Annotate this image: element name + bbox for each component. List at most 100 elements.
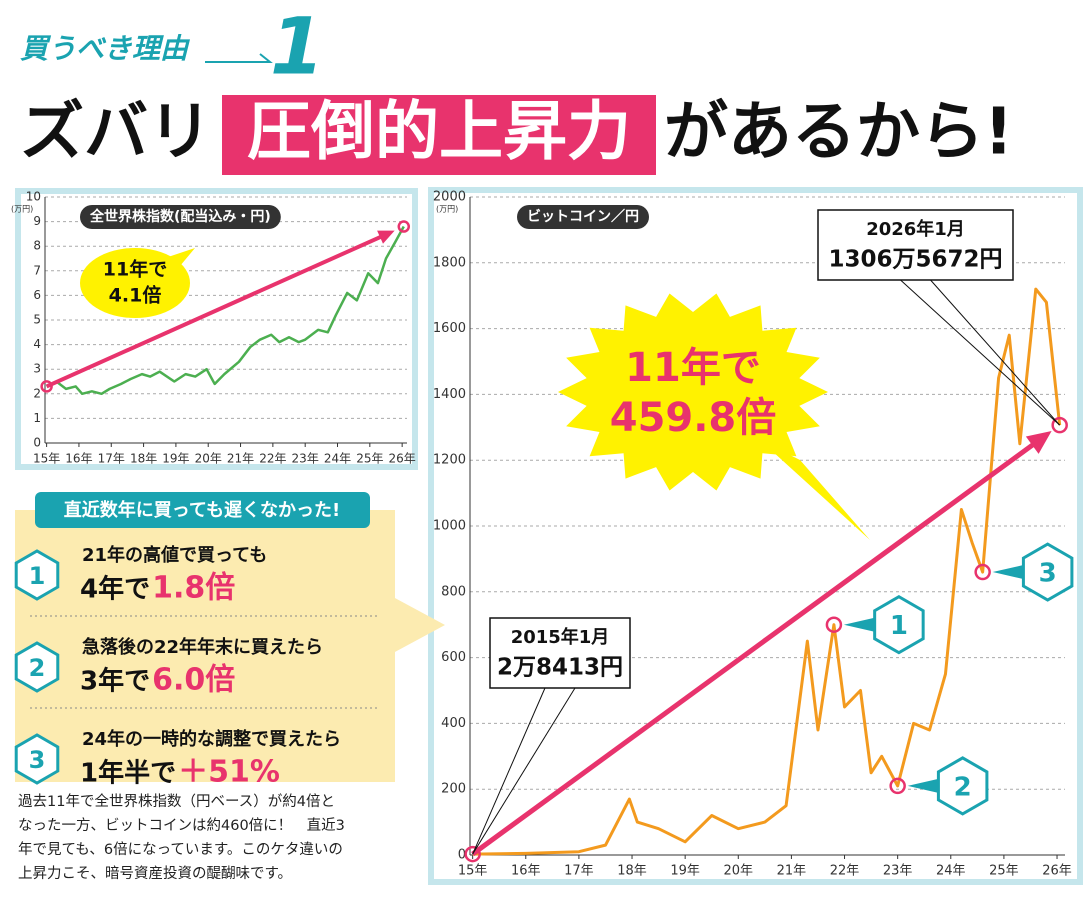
point-marker [40, 380, 53, 393]
label-text: 2026年1月 [866, 218, 965, 240]
x-tick-label: 17年 [98, 452, 125, 466]
y-tick-label: 1600 [433, 321, 466, 336]
point-marker [1051, 416, 1068, 434]
marker-pointer [843, 616, 879, 633]
y-tick-label: 6 [33, 288, 41, 302]
x-tick-label: 22年 [259, 452, 286, 466]
y-tick-label: 8 [33, 239, 41, 253]
y-tick-label: 1 [33, 411, 41, 425]
item-result-prefix: 1年半で [80, 758, 176, 789]
item-text: 21年の高値で買っても [82, 544, 267, 566]
y-tick-label: 800 [441, 584, 466, 599]
data-line [46, 225, 405, 396]
label-text: 2万8413円 [497, 655, 623, 681]
title-start: ズバリ [20, 96, 212, 170]
caption-line: 過去11年で全世界株指数（円ベース）が約4倍と [18, 792, 335, 810]
item-number: 2 [29, 654, 46, 682]
x-tick-label: 15年 [458, 864, 488, 879]
chart-title: ビットコイン／円 [527, 209, 639, 225]
y-tick-label: 200 [441, 782, 466, 797]
x-tick-label: 25年 [989, 864, 1019, 879]
title-highlight-bg [222, 95, 656, 175]
x-tick-label: 18年 [617, 864, 647, 879]
x-tick-label: 20年 [724, 864, 754, 879]
marker-hex [1021, 542, 1074, 602]
item-number: 3 [29, 746, 46, 774]
y-tick-label: 3 [33, 362, 41, 376]
marker-pointer [907, 777, 943, 794]
y-tick-label: 0 [33, 436, 41, 450]
title-highlight: 圧倒的上昇力 [247, 96, 631, 170]
y-tick-label: 600 [441, 650, 466, 665]
y-tick-label: 10 [26, 190, 41, 204]
item-text: 24年の一時的な調整で買えたら [82, 728, 341, 750]
chart-title-bg [80, 205, 281, 229]
callout-burst [558, 293, 828, 491]
point-marker [397, 220, 411, 233]
marker-hex [873, 594, 925, 655]
y-tick-label: 400 [441, 716, 466, 731]
x-tick-label: 19年 [162, 452, 189, 466]
chart-title: 全世界株指数(配当込み・円) [89, 208, 271, 225]
marker-circle [974, 563, 991, 581]
callout-text: 459.8倍 [610, 395, 777, 441]
x-tick-label: 21年 [227, 452, 254, 466]
x-tick-label: 26年 [389, 452, 416, 466]
marker-circle [889, 777, 906, 795]
marker-number: 1 [890, 611, 908, 641]
panel-bg [15, 510, 395, 782]
trend-arrow-head [377, 230, 395, 244]
label-box [817, 209, 1014, 281]
y-tick-label: 1800 [433, 255, 466, 270]
y-tick-label: 2 [33, 386, 41, 400]
data-line [472, 287, 1062, 856]
panel-pointer [380, 590, 445, 660]
item-result: 6.0倍 [152, 663, 235, 698]
marker-pointer [992, 564, 1028, 581]
marker-number: 2 [954, 772, 972, 802]
chart-title-bg [517, 205, 649, 229]
x-tick-label: 24年 [936, 864, 966, 879]
x-tick-label: 23年 [883, 864, 913, 879]
x-tick-label: 24年 [324, 452, 351, 466]
header-label: 買うべき理由 [20, 32, 190, 65]
callout-text: 11年で [625, 345, 761, 391]
callout-tail [165, 248, 195, 272]
label-text: 2015年1月 [511, 626, 610, 648]
item-result: 1.8倍 [152, 571, 235, 606]
y-tick-label: 2000 [433, 190, 466, 205]
trend-arrow [45, 234, 384, 389]
x-tick-label: 26年 [1042, 864, 1072, 879]
y-tick-label: 1200 [433, 453, 466, 468]
y-tick-label: 4 [33, 337, 41, 351]
label-leader [900, 279, 1061, 426]
x-tick-label: 22年 [830, 864, 860, 879]
x-tick-label: 16年 [65, 452, 92, 466]
item-text: 急落後の22年年末に買えたら [82, 636, 323, 658]
item-hex [14, 733, 60, 785]
marker-number: 3 [1039, 559, 1057, 589]
panel-heading: 直近数年に買っても遅くなかった! [64, 499, 340, 521]
x-tick-label: 23年 [292, 452, 319, 466]
panel-items: 1 21年の高値で買っても 4年で 1.8倍 2 急落後の22年年末に買えたら 3年で 6.0… [14, 544, 380, 790]
caption-line: 上昇力こそ、暗号資産投資の醍醐味です。 [18, 865, 292, 882]
x-tick-label: 18年 [130, 452, 157, 466]
y-unit: (万円) [11, 205, 33, 214]
x-tick-label: 25年 [356, 452, 383, 466]
y-tick-label: 1000 [433, 519, 466, 534]
header-arrow [205, 53, 273, 63]
header-number: 1 [270, 2, 324, 92]
x-tick-label: 20年 [195, 452, 222, 466]
item-hex [14, 641, 60, 693]
caption: 過去11年で全世界株指数（円ベース）が約4倍となった一方、ビットコインは約460… [18, 792, 345, 882]
callout-burst [760, 440, 870, 540]
label-box [489, 617, 631, 689]
label-leader [472, 687, 576, 855]
x-tick-label: 21年 [777, 864, 807, 879]
label-text: 1306万5672円 [828, 247, 1002, 273]
item-number: 1 [29, 562, 46, 590]
chart-frame [15, 188, 418, 470]
x-tick-label: 15年 [33, 452, 60, 466]
y-tick-label: 1400 [433, 387, 466, 402]
